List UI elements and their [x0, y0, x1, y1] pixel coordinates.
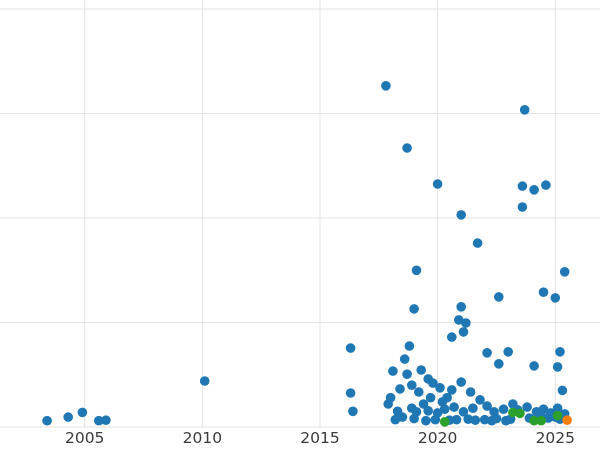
data-point-series-blue	[399, 354, 410, 364]
data-point-series-blue	[442, 392, 452, 403]
data-point-series-blue	[472, 238, 483, 248]
data-point-series-blue	[418, 399, 429, 409]
data-point-series-blue	[529, 185, 539, 195]
data-point-series-blue	[475, 395, 485, 405]
data-point-series-blue	[482, 348, 492, 358]
data-point-series-blue	[432, 408, 443, 418]
data-point-series-blue	[557, 385, 568, 396]
data-point-series-blue	[42, 415, 52, 426]
data-point-series-blue	[402, 369, 412, 380]
data-point-series-blue	[407, 380, 417, 391]
data-point-series-blue	[439, 404, 450, 415]
data-point-series-blue	[345, 343, 356, 353]
data-point-series-blue	[517, 181, 528, 191]
data-point-series-blue	[423, 406, 434, 416]
data-point-series-blue	[522, 402, 532, 412]
data-point-series-green	[508, 407, 518, 418]
data-point-series-blue	[494, 292, 504, 302]
data-point-series-blue	[388, 366, 398, 376]
data-point-series-blue	[529, 361, 539, 371]
x-tick-label: 2020	[418, 429, 457, 447]
data-point-series-blue	[550, 293, 561, 303]
data-point-series-blue	[397, 412, 408, 422]
data-point-series-blue	[456, 377, 467, 387]
x-tick-label: 2025	[536, 429, 575, 447]
data-point-series-blue	[395, 384, 405, 394]
data-point-series-blue	[199, 376, 210, 386]
data-point-series-green	[552, 410, 563, 421]
data-point-series-blue	[449, 402, 459, 412]
data-point-series-blue	[468, 403, 478, 414]
data-point-series-blue	[411, 407, 422, 417]
data-point-series-green	[515, 408, 525, 419]
data-point-series-blue	[538, 404, 549, 415]
data-point-series-blue	[482, 401, 492, 411]
data-point-series-blue	[428, 378, 438, 388]
data-point-series-blue	[432, 179, 443, 189]
data-point-series-blue	[552, 403, 563, 414]
x-tick-label: 2005	[65, 429, 104, 447]
data-point-series-blue	[404, 341, 415, 351]
data-point-series-blue	[435, 383, 445, 393]
data-point-series-blue	[456, 302, 467, 312]
data-point-series-blue	[552, 362, 563, 372]
data-point-series-blue	[414, 387, 424, 397]
data-point-series-blue	[345, 388, 356, 398]
data-point-series-blue	[63, 412, 73, 422]
data-point-series-blue	[491, 413, 502, 424]
data-point-series-blue	[517, 202, 528, 212]
data-point-series-blue	[538, 287, 549, 298]
x-tick-label: 2010	[183, 429, 222, 447]
data-point-series-blue	[555, 347, 565, 357]
data-point-series-blue	[461, 318, 471, 328]
data-point-series-blue	[465, 387, 476, 397]
data-point-series-blue	[479, 414, 490, 425]
data-point-series-green	[439, 417, 450, 427]
data-point-series-green	[529, 415, 539, 426]
x-tick-label: 2015	[300, 429, 339, 447]
data-point-series-blue	[451, 414, 462, 425]
data-point-series-blue	[425, 392, 436, 403]
data-point-series-blue	[494, 359, 504, 369]
data-point-series-blue	[421, 415, 431, 426]
data-point-series-blue	[411, 265, 422, 276]
data-point-series-orange	[562, 415, 572, 426]
data-point-series-blue	[409, 304, 419, 314]
data-point-series-blue	[348, 406, 358, 417]
data-point-series-blue	[385, 392, 396, 403]
data-point-series-blue	[94, 415, 104, 426]
data-point-series-blue	[458, 327, 469, 337]
data-point-series-blue	[503, 347, 513, 357]
data-point-series-blue	[416, 365, 427, 375]
data-point-series-blue	[101, 415, 111, 426]
data-point-series-blue	[541, 180, 551, 190]
data-point-series-blue	[498, 404, 509, 415]
data-point-series-blue	[463, 414, 474, 425]
data-point-series-blue	[447, 332, 457, 342]
data-point-series-blue	[559, 267, 570, 277]
data-point-series-blue	[456, 210, 467, 220]
data-point-series-blue	[470, 415, 481, 426]
data-point-series-blue	[402, 143, 412, 153]
data-point-series-blue	[381, 81, 391, 91]
data-point-series-blue	[458, 407, 469, 417]
data-point-series-green	[536, 415, 546, 426]
data-point-series-blue	[519, 105, 530, 115]
data-point-series-blue	[447, 385, 457, 395]
data-point-series-blue	[77, 407, 88, 418]
